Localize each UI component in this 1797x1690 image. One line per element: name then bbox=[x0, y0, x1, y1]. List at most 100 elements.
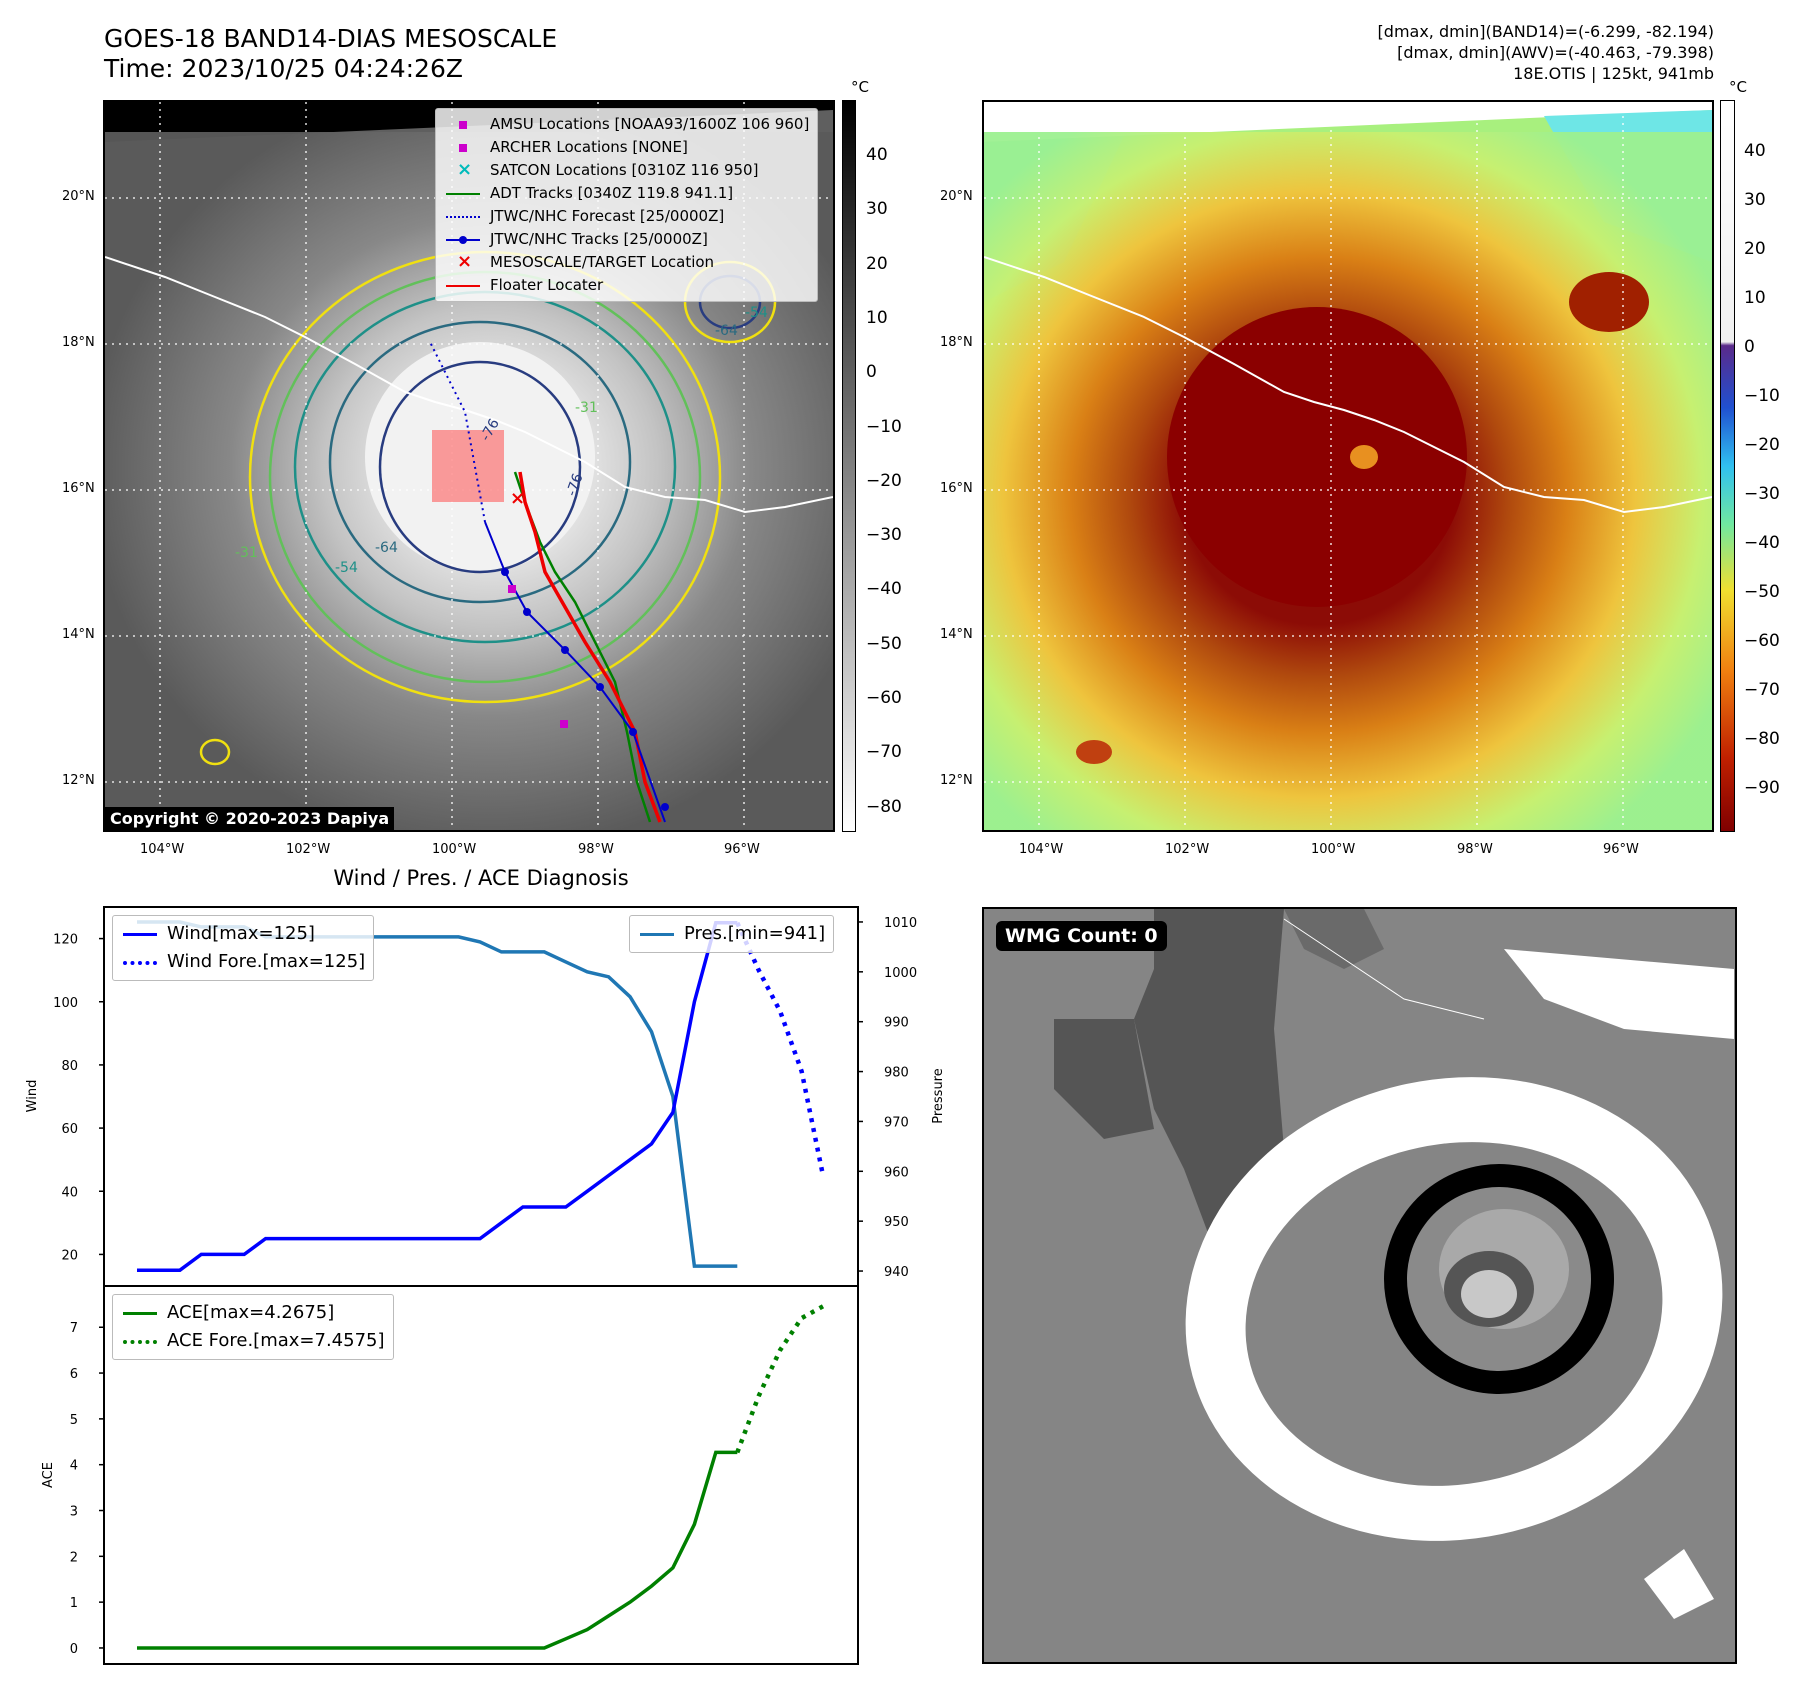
wind-tick-label: 60 bbox=[61, 1122, 78, 1137]
map-legend-entry: JTWC/NHC Tracks [25/0000Z] bbox=[444, 228, 809, 251]
color-colorbar-tick: −10 bbox=[1744, 386, 1780, 406]
map-legend-label: ADT Tracks [0340Z 119.8 941.1] bbox=[490, 184, 734, 202]
ace-tick-label: 2 bbox=[70, 1550, 78, 1565]
pressure-tick-label: 950 bbox=[884, 1215, 909, 1230]
target-box bbox=[432, 430, 504, 502]
jtwc-track-points bbox=[501, 568, 669, 811]
contour-label: -31 bbox=[575, 400, 598, 416]
wind-tick-label: 100 bbox=[53, 996, 78, 1011]
map-legend: AMSU Locations [NOAA93/1600Z 106 960] ARC… bbox=[435, 108, 819, 302]
ir-grayscale-map: × -76 -76 -64 -64 -54 -54 -31 -31 AMSU L… bbox=[103, 100, 835, 832]
color-colorbar-tick: −60 bbox=[1744, 631, 1780, 651]
ace-tick-label: 6 bbox=[70, 1367, 78, 1382]
lon-label: 96°W bbox=[724, 842, 760, 857]
ace-tick-label: 4 bbox=[70, 1459, 78, 1474]
color-colorbar-tick: −70 bbox=[1744, 680, 1780, 700]
copyright-label: Copyright © 2020-2023 Dapiya bbox=[105, 807, 395, 830]
pressure-legend: Pres.[min=941] bbox=[629, 915, 835, 953]
map-legend-label: AMSU Locations [NOAA93/1600Z 106 960] bbox=[490, 115, 810, 133]
ace-line bbox=[137, 1450, 738, 1650]
color-colorbar-tick: 20 bbox=[1744, 239, 1766, 259]
dmax-band14-text: [dmax, dmin](BAND14)=(-6.299, -82.194) bbox=[1377, 22, 1714, 41]
wind-legend-label: Wind[max=125] bbox=[167, 923, 315, 944]
wind-axis-label: Wind bbox=[25, 1080, 40, 1113]
gray-colorbar-tick: −40 bbox=[866, 579, 902, 600]
lon-label: 98°W bbox=[1457, 842, 1493, 857]
color-colorbar-tick: −40 bbox=[1744, 533, 1780, 553]
wind-forecast-line bbox=[735, 921, 826, 1176]
contour-label: -54 bbox=[335, 560, 358, 576]
wmg-image bbox=[1054, 909, 1734, 1619]
diagnosis-chart-title: Wind / Pres. / ACE Diagnosis bbox=[333, 866, 629, 890]
lon-label: 104°W bbox=[1019, 842, 1064, 857]
contour-label: -64 bbox=[715, 323, 738, 339]
gray-colorbar-tick: −50 bbox=[866, 633, 902, 654]
amsu-marker bbox=[508, 585, 516, 593]
color-map-gridlines bbox=[984, 102, 1712, 830]
ir-color-map bbox=[982, 100, 1714, 832]
lon-label: 100°W bbox=[1311, 842, 1356, 857]
lat-label: 16°N bbox=[940, 481, 973, 496]
map-legend-label: MESOSCALE/TARGET Location bbox=[490, 253, 715, 271]
wmg-count-badge: WMG Count: 0 bbox=[996, 921, 1167, 951]
lat-label: 18°N bbox=[62, 335, 95, 350]
lat-label: 12°N bbox=[940, 773, 973, 788]
wmg-panel: WMG Count: 0 bbox=[982, 907, 1737, 1664]
legend-symbol-icon bbox=[444, 138, 482, 158]
gray-colorbar-tick: −80 bbox=[866, 796, 902, 817]
lon-label: 100°W bbox=[432, 842, 477, 857]
jtwc-forecast bbox=[429, 341, 486, 523]
dmax-awv-text: [dmax, dmin](AWV)=(-40.463, -79.398) bbox=[1397, 43, 1714, 62]
color-colorbar-tick: 40 bbox=[1744, 141, 1766, 161]
ace-tick-label: 5 bbox=[70, 1413, 78, 1428]
floater-track bbox=[518, 471, 662, 823]
target-x-marker: × bbox=[510, 488, 525, 509]
map-legend-label: SATCON Locations [0310Z 116 950] bbox=[490, 161, 759, 179]
wind-tick-label: 80 bbox=[61, 1059, 78, 1074]
ace-forecast-legend-label: ACE Fore.[max=7.4575] bbox=[167, 1330, 385, 1351]
pressure-tick-label: 990 bbox=[884, 1016, 909, 1031]
pressure-axis-label: Pressure bbox=[931, 1068, 946, 1124]
amsu-marker-2 bbox=[560, 720, 568, 728]
map-legend-entry: × SATCON Locations [0310Z 116 950] bbox=[444, 159, 809, 182]
gray-colorbar bbox=[842, 100, 856, 832]
gray-colorbar-tick: 10 bbox=[866, 307, 888, 328]
pressure-tick-label: 1010 bbox=[884, 916, 917, 931]
ace-tick-label: 3 bbox=[70, 1505, 78, 1520]
wind-legend: Wind[max=125] Wind Fore.[max=125] bbox=[112, 915, 375, 981]
map-legend-label: Floater Locater bbox=[490, 276, 604, 294]
gray-colorbar-tick: 30 bbox=[866, 199, 888, 220]
legend-symbol-icon bbox=[444, 115, 482, 135]
map-legend-entry: × MESOSCALE/TARGET Location bbox=[444, 251, 809, 274]
contour-label: -64 bbox=[375, 540, 398, 556]
legend-symbol-icon: × bbox=[457, 250, 473, 272]
ace-tick-label: 7 bbox=[70, 1321, 78, 1336]
gray-colorbar-tick: −60 bbox=[866, 688, 902, 708]
lon-label: 102°W bbox=[1165, 842, 1210, 857]
wind-tick-label: 20 bbox=[61, 1248, 78, 1263]
map-legend-label: ARCHER Locations [NONE] bbox=[490, 138, 688, 156]
figure-title-line2: Time: 2023/10/25 04:24:26Z bbox=[104, 54, 463, 83]
gray-colorbar-tick: 40 bbox=[866, 145, 888, 165]
color-colorbar-tick: −20 bbox=[1744, 435, 1780, 455]
gray-colorbar-tick: −70 bbox=[866, 742, 902, 763]
lat-label: 16°N bbox=[62, 481, 95, 496]
storm-info-text: 18E.OTIS | 125kt, 941mb bbox=[1513, 64, 1714, 83]
color-colorbar-tick: −30 bbox=[1744, 484, 1780, 504]
ace-axis-label: ACE bbox=[41, 1462, 56, 1488]
gray-colorbar-tick: −10 bbox=[866, 416, 902, 437]
legend-symbol-icon bbox=[444, 230, 482, 250]
contour-label: -76 bbox=[564, 471, 587, 498]
lat-label: 14°N bbox=[940, 627, 973, 642]
lon-label: 104°W bbox=[140, 842, 185, 857]
pressure-tick-label: 970 bbox=[884, 1115, 909, 1130]
pressure-tick-label: 940 bbox=[884, 1265, 909, 1280]
color-colorbar-unit: °C bbox=[1729, 78, 1747, 96]
pressure-tick-label: 980 bbox=[884, 1066, 909, 1081]
lat-label: 20°N bbox=[62, 189, 95, 204]
wind-tick-label: 40 bbox=[61, 1185, 78, 1200]
lat-label: 20°N bbox=[940, 189, 973, 204]
map-legend-label: JTWC/NHC Forecast [25/0000Z] bbox=[490, 207, 725, 225]
contour-label: -31 bbox=[235, 545, 258, 561]
lon-label: 96°W bbox=[1603, 842, 1639, 857]
